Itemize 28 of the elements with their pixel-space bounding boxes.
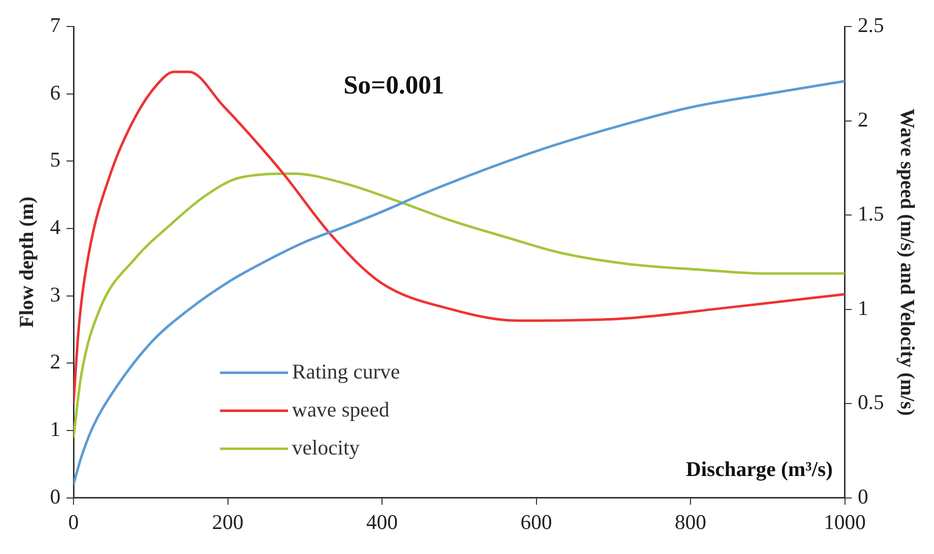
y2-tick-label: 2.5 [858, 13, 884, 38]
annotation: So=0.001 [343, 70, 444, 100]
x-tick-label: 600 [520, 510, 552, 534]
y2-tick-label: 0 [858, 484, 868, 508]
x-tick-label: 400 [366, 510, 398, 534]
y-tick-label: 3 [50, 282, 60, 306]
x-tick-label: 800 [674, 510, 706, 534]
y-tick-label: 4 [50, 215, 61, 240]
y2-axis-title: Wave speed (m/s) and Velocity (m/s) [896, 108, 918, 416]
y-tick-label: 0 [50, 484, 60, 508]
y-tick-label: 5 [50, 148, 60, 172]
y2-tick-label: 1.5 [858, 202, 884, 226]
y-axis-title: Flow depth (m) [16, 196, 38, 328]
y2-tick-label: 2 [858, 107, 868, 132]
legend-label: wave speed [292, 397, 390, 422]
y-tick-label: 1 [50, 417, 60, 441]
y-tick-label: 2 [50, 350, 60, 374]
y-tick-label: 6 [50, 80, 60, 104]
x-tick-label: 200 [212, 510, 244, 534]
y2-tick-label: 1 [858, 296, 868, 320]
legend-label: Rating curve [292, 359, 400, 384]
x-tick-label: 1000 [824, 510, 866, 534]
y2-tick-label: 0.5 [858, 390, 884, 414]
x-axis-title: Discharge (m³/s) [686, 456, 833, 481]
x-tick-label: 0 [68, 510, 79, 534]
y-tick-label: 7 [50, 13, 60, 38]
legend-label: velocity [292, 435, 360, 460]
line-series [74, 172, 845, 439]
